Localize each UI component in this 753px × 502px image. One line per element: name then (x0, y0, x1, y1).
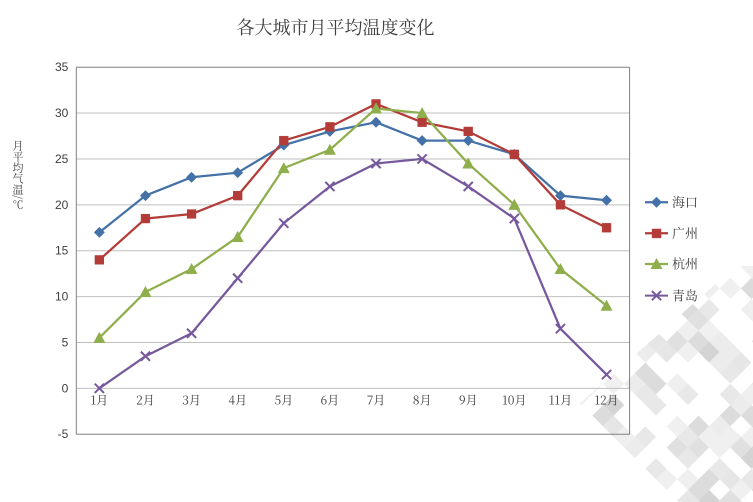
svg-text:6月: 6月 (321, 391, 340, 408)
svg-text:广州: 广州 (672, 223, 698, 242)
svg-text:3月: 3月 (182, 391, 201, 408)
svg-text:8月: 8月 (413, 391, 432, 408)
svg-text:-5: -5 (58, 427, 69, 441)
svg-text:0: 0 (62, 381, 69, 395)
svg-text:5: 5 (62, 335, 69, 349)
svg-text:杭州: 杭州 (672, 254, 698, 273)
svg-text:15: 15 (55, 244, 69, 258)
svg-text:10: 10 (55, 290, 69, 304)
svg-text:10月: 10月 (502, 391, 526, 408)
svg-text:11月: 11月 (549, 391, 572, 408)
svg-text:9月: 9月 (459, 391, 478, 408)
svg-text:5月: 5月 (274, 391, 293, 408)
svg-text:1月: 1月 (91, 391, 109, 408)
svg-text:2月: 2月 (136, 391, 155, 408)
svg-text:35: 35 (55, 60, 69, 74)
svg-text:7月: 7月 (367, 391, 386, 408)
svg-text:30: 30 (55, 106, 69, 120)
svg-text:4月: 4月 (228, 391, 247, 408)
svg-text:青岛: 青岛 (672, 285, 698, 304)
svg-text:海口: 海口 (672, 192, 698, 211)
svg-text:25: 25 (55, 152, 69, 166)
svg-text:20: 20 (55, 198, 69, 212)
svg-text:12月: 12月 (594, 391, 618, 408)
